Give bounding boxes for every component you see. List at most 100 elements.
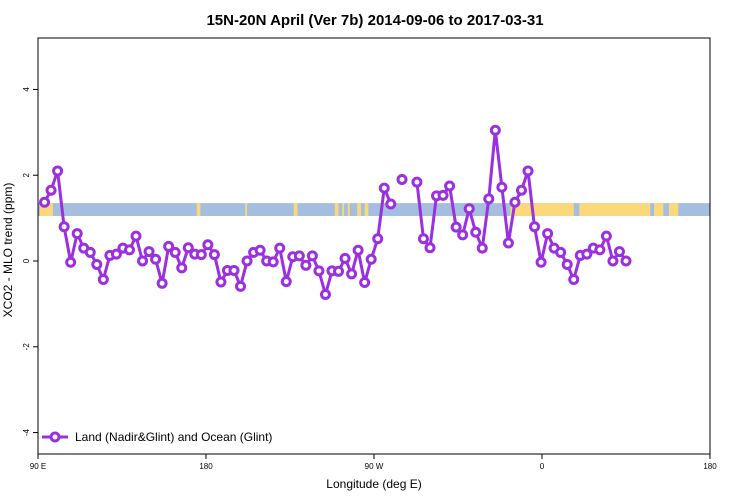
data-point <box>58 221 70 233</box>
x-axis: 90 E 180 90 W 0 180 <box>30 454 717 471</box>
data-point <box>228 264 240 276</box>
data-point <box>202 239 214 251</box>
data-point <box>483 193 495 205</box>
land-band-segment <box>347 203 350 216</box>
land-band-segment <box>579 203 651 216</box>
land-band-segment <box>357 203 361 216</box>
data-point <box>424 242 436 254</box>
data-point <box>241 255 253 267</box>
coverage-band <box>38 203 710 216</box>
data-point <box>568 273 580 285</box>
data-point <box>620 255 632 267</box>
y-axis: -4 -2 0 2 4 <box>22 87 38 436</box>
data-point <box>274 242 286 254</box>
x-tick-label: 90 W <box>365 462 384 471</box>
y-axis-label: XCO2 - MLO trend (ppm) <box>1 183 15 318</box>
data-point <box>195 249 207 261</box>
data-point <box>71 228 83 240</box>
data-point <box>215 276 227 288</box>
data-point <box>450 221 462 233</box>
data-point <box>293 250 305 262</box>
data-point <box>163 240 175 252</box>
legend-marker-swatch <box>49 431 61 443</box>
data-point <box>457 229 469 241</box>
legend: Land (Nadir&Glint) and Ocean (Glint) <box>42 430 272 444</box>
series-layer <box>39 124 632 300</box>
land-band-segment <box>510 203 574 216</box>
x-axis-label: Longitude (deg E) <box>326 477 421 491</box>
data-point <box>319 288 331 300</box>
data-point <box>470 226 482 238</box>
data-point <box>555 246 567 258</box>
data-point <box>52 165 64 177</box>
data-point <box>235 280 247 292</box>
data-point <box>600 230 612 242</box>
data-point <box>130 230 142 242</box>
data-point <box>411 176 423 188</box>
y-tick-label: 2 <box>22 172 31 177</box>
data-point <box>417 233 429 245</box>
data-point <box>385 198 397 210</box>
data-point <box>65 256 77 268</box>
land-band-segment <box>196 203 201 216</box>
data-point <box>137 255 149 267</box>
land-band-segment <box>654 203 664 216</box>
data-point <box>542 228 554 240</box>
data-point <box>300 259 312 271</box>
data-point <box>45 184 57 196</box>
data-point <box>208 249 220 261</box>
data-point <box>333 265 345 277</box>
data-point <box>156 277 168 289</box>
data-point <box>339 252 351 264</box>
x-tick-label: 90 E <box>30 462 46 471</box>
data-point <box>396 174 408 186</box>
y-tick-label: -2 <box>22 343 31 351</box>
data-point <box>489 124 501 136</box>
data-point <box>496 181 508 193</box>
data-point <box>378 182 390 194</box>
data-point <box>91 258 103 270</box>
data-point <box>306 250 318 262</box>
data-point <box>535 256 547 268</box>
data-point <box>594 244 606 256</box>
land-band-segment <box>342 203 345 216</box>
x-tick-label: 0 <box>540 462 545 471</box>
data-point <box>359 276 371 288</box>
chart-title: 15N-20N April (Ver 7b) 2014-09-06 to 201… <box>206 12 543 29</box>
y-tick-label: -4 <box>22 428 31 436</box>
data-point <box>515 184 527 196</box>
y-tick-label: 4 <box>22 87 31 92</box>
data-point <box>267 256 279 268</box>
land-band-segment <box>245 203 248 216</box>
legend-entry-label: Land (Nadir&Glint) and Ocean (Glint) <box>75 430 272 444</box>
data-point <box>509 196 521 208</box>
land-band-segment <box>334 203 339 216</box>
data-point <box>463 203 475 215</box>
data-point <box>613 246 625 258</box>
data-point <box>581 248 593 260</box>
data-point <box>84 246 96 258</box>
x-tick-label: 180 <box>199 462 213 471</box>
x-tick-label: 180 <box>703 462 717 471</box>
data-point <box>97 273 109 285</box>
data-point <box>254 244 266 256</box>
data-point <box>169 246 181 258</box>
data-point <box>372 233 384 245</box>
data-point <box>522 165 534 177</box>
data-point <box>365 253 377 265</box>
land-band-segment <box>293 203 298 216</box>
land-band-segment <box>668 203 679 216</box>
land-band-segment <box>364 203 369 216</box>
data-point <box>280 276 292 288</box>
data-point <box>123 244 135 256</box>
data-point <box>444 180 456 192</box>
data-point <box>352 244 364 256</box>
data-point <box>437 189 449 201</box>
data-point <box>607 255 619 267</box>
data-point <box>110 248 122 260</box>
data-point <box>529 221 541 233</box>
data-point <box>476 242 488 254</box>
data-point <box>143 246 155 258</box>
data-point <box>346 268 358 280</box>
